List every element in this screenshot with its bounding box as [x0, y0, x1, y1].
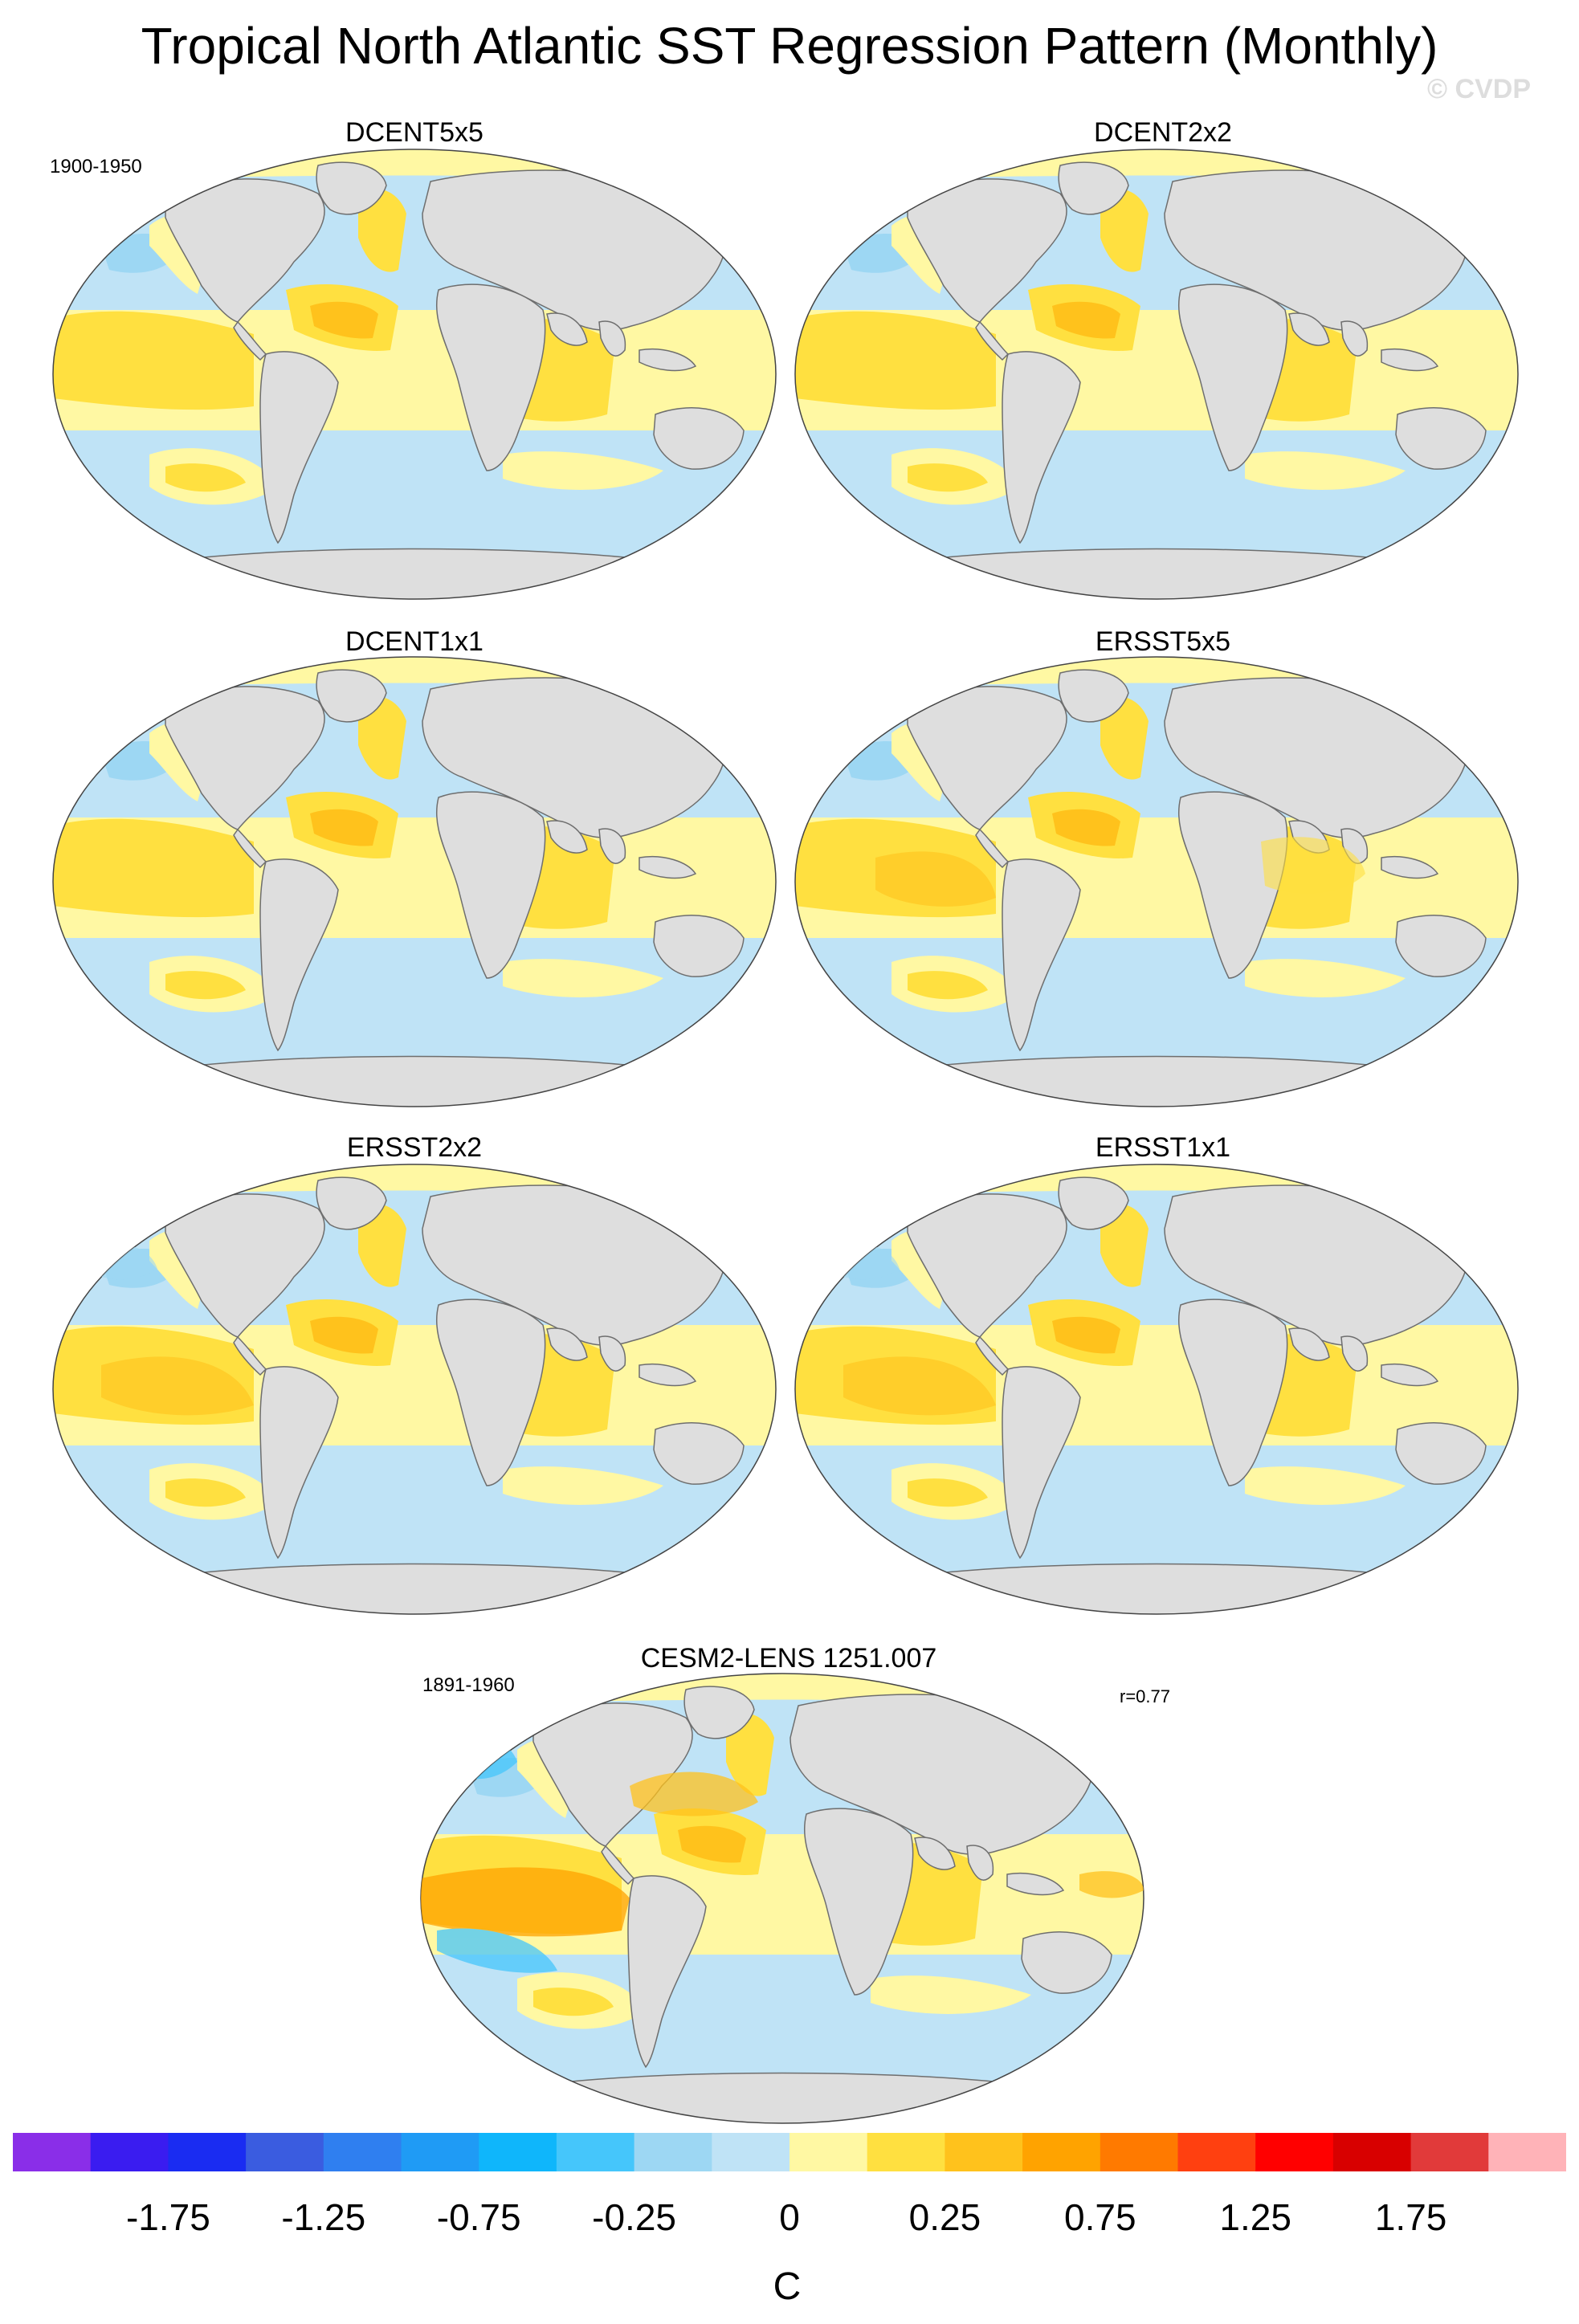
colorbar-box [1410, 2133, 1489, 2171]
colorbar-box [401, 2133, 479, 2171]
cvdp-watermark: © CVDP [1427, 74, 1531, 104]
colorbar-box [90, 2133, 169, 2171]
colorbar-box [1332, 2133, 1412, 2171]
colorbar-tick-label: 1.25 [1219, 2196, 1291, 2238]
colorbar-tick-label: -1.25 [281, 2196, 366, 2238]
panel-title-cesm2-lens: CESM2-LENS 1251.007 [640, 1643, 937, 1674]
colorbar-tick-label: -0.75 [436, 2196, 521, 2238]
colorbar-tick-label: -0.25 [592, 2196, 677, 2238]
colorbar-box [945, 2133, 1023, 2171]
colorbar-box [1022, 2133, 1101, 2171]
colorbar-tick-label: 0.75 [1064, 2196, 1136, 2238]
panel-title-ersst5x5: ERSST5x5 [1095, 626, 1231, 657]
colorbar-box [867, 2133, 945, 2171]
colorbar-box [246, 2133, 324, 2171]
colorbar-box [168, 2133, 247, 2171]
map-ersst5x5 [795, 657, 1518, 1107]
pattern-correlation-label: r=0.77 [1120, 1686, 1170, 1706]
colorbar-units: C [773, 2265, 802, 2308]
map-ersst1x1 [795, 1164, 1518, 1614]
colorbar-tick-label: 0.25 [908, 2196, 981, 2238]
colorbar-box [323, 2133, 402, 2171]
colorbar-box [556, 2133, 635, 2171]
panel-title-dcent5x5: DCENT5x5 [345, 117, 483, 148]
obs-period-label: 1900-1950 [50, 156, 142, 177]
colorbar-box [790, 2133, 868, 2171]
colorbar-box [13, 2133, 92, 2171]
colorbar-box [1177, 2133, 1256, 2171]
colorbar-box [1100, 2133, 1178, 2171]
colorbar-box [479, 2133, 557, 2171]
map-dcent1x1 [53, 657, 776, 1107]
colorbar-tick-label: -1.75 [125, 2196, 210, 2238]
colorbar-box [1488, 2133, 1566, 2171]
figure-title: Tropical North Atlantic SST Regression P… [141, 17, 1438, 75]
map-cesm2-lens [421, 1674, 1144, 2123]
panel-title-dcent2x2: DCENT2x2 [1094, 117, 1232, 148]
panel-title-dcent1x1: DCENT1x1 [345, 626, 483, 657]
colorbar-box [1255, 2133, 1334, 2171]
colorbar-box [634, 2133, 712, 2171]
colorbar [13, 2133, 1566, 2171]
model-period-label: 1891-1960 [422, 1674, 515, 1696]
map-ersst2x2 [53, 1164, 776, 1614]
colorbar-tick-label: 1.75 [1374, 2196, 1447, 2238]
panel-title-ersst2x2: ERSST2x2 [346, 1132, 483, 1163]
colorbar-box [712, 2133, 790, 2171]
map-dcent2x2 [795, 149, 1518, 599]
colorbar-tick-label: 0 [779, 2196, 800, 2238]
map-dcent5x5 [53, 149, 776, 599]
panel-title-ersst1x1: ERSST1x1 [1095, 1132, 1231, 1163]
